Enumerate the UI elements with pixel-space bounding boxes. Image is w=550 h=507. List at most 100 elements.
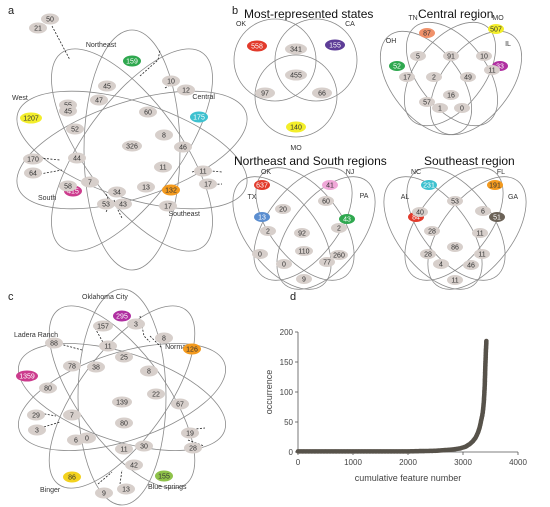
panel-c-unique-0-value: 295 <box>116 314 128 321</box>
panel-a-overlap-22-marker <box>137 181 155 193</box>
panel-a-overlap-1-value: 21 <box>34 26 42 33</box>
panel-b2-overlap-8-marker <box>443 90 459 100</box>
panel-b2-unique-0-value: 52 <box>393 64 401 71</box>
panel-a-overlap-6-value: 12 <box>182 88 190 95</box>
panel-c-overlap-22-marker <box>115 443 133 455</box>
panel-b1-overlap-1-value: 455 <box>290 73 302 80</box>
panel-a-overlap-7-marker <box>139 106 157 118</box>
panel-c-overlap-19-value: 0 <box>85 436 89 443</box>
panel-a-overlap-11-marker <box>174 141 192 153</box>
panel-b4-overlap-3-value: 28 <box>428 229 436 236</box>
panel-a-overlap-24-marker <box>97 198 115 210</box>
y-axis-title: occurrence <box>264 370 274 415</box>
panel-c-overlap-11-marker <box>112 396 132 408</box>
panel-a-overlap-14-marker <box>68 152 86 164</box>
panel-c-overlap-19-marker <box>78 432 96 444</box>
panel-b2-overlap-0-value: 5 <box>416 54 420 61</box>
panel-b3-unique-0-value: 13 <box>258 215 266 222</box>
panel-b2-overlap-0-marker <box>410 51 426 61</box>
panel-c-overlap-25-value: 13 <box>122 487 130 494</box>
panel-c-unique-2-value: 155 <box>158 474 170 481</box>
x-tick-label-2: 2000 <box>399 458 417 467</box>
panel-a-set-label-2: Southeast <box>168 211 200 218</box>
panel-a-overlap-20-marker <box>59 180 77 192</box>
panel-c-overlap-25-marker <box>117 483 135 495</box>
panel-b3-overlap-10-value: 9 <box>302 277 306 284</box>
panel-a-overlap-9-marker <box>66 123 84 135</box>
panel-a-overlap-19-value: 17 <box>204 182 212 189</box>
panel-c-overlap-3-marker <box>45 337 63 349</box>
panel-b2-overlap-2-value: 10 <box>480 54 488 61</box>
panel-c-letter: c <box>8 291 14 303</box>
panel-b3-unique-2-marker <box>322 180 338 190</box>
panel-c-venn: c Oklahoma City Norman Blue springs Binger L… <box>8 288 227 506</box>
panel-b3-overlap-8-marker <box>330 250 348 260</box>
panel-c-overlap-2-marker <box>99 340 117 352</box>
panel-c-overlap-14-marker <box>63 409 81 421</box>
x-tick-label-1: 1000 <box>344 458 362 467</box>
panel-b2-unique-0-marker <box>389 61 405 71</box>
panel-b3-set-label-2: NJ <box>346 169 355 176</box>
panel-b1-unique-1-marker <box>325 39 345 51</box>
panel-b3-overlap-5-value: 110 <box>298 249 309 256</box>
panel-b1-overlap-2-value: 97 <box>261 91 269 98</box>
panel-b2-overlap-1-marker <box>443 51 459 61</box>
panel-b4-overlap-7-value: 4 <box>439 262 443 269</box>
panel-b4-overlap-0-marker <box>412 207 428 217</box>
panel-a-set-label-0: Northeast <box>86 42 116 49</box>
panel-b4-overlap-8-marker <box>463 260 479 270</box>
panel-c-overlap-21-marker <box>184 442 202 454</box>
panel-b4-overlap-5-value: 86 <box>451 245 459 252</box>
panel-a-overlap-16-value: 11 <box>199 169 206 176</box>
panel-b4-overlap-10-value: 11 <box>451 278 458 285</box>
panel-b4-overlap-0-value: 40 <box>416 210 424 217</box>
panel-c-set-label-4: Ladera Ranch <box>14 332 58 339</box>
panel-a-overlap-12-marker <box>122 140 142 152</box>
panel-b1-overlap-1-marker <box>285 69 307 81</box>
panel-b4-set-label-3: GA <box>508 194 518 201</box>
panel-a-unique-1-value: 175 <box>193 115 205 122</box>
panel-b3-overlap-1-value: 60 <box>322 199 330 206</box>
panel-b2-overlap-10-marker <box>454 103 470 113</box>
panel-a-overlap-3-value: 47 <box>95 98 103 105</box>
panel-b2-title: Central region <box>418 7 493 21</box>
panel-b4-overlap-8-value: 46 <box>467 263 475 270</box>
panel-b2-set-label-2: MO <box>492 15 504 22</box>
panel-c-overlap-5-value: 8 <box>162 336 166 343</box>
panel-b3-venn: Northeast and South regions TX OK NJ PA 13 63… <box>232 154 387 290</box>
panel-b1-unique-0-value: 558 <box>251 44 263 51</box>
panel-b4-overlap-1-marker <box>447 196 463 206</box>
panel-c-set-label-1: Norman <box>165 344 190 351</box>
panel-a-unique-0-marker <box>123 55 141 67</box>
panel-a-overlap-23-value: 17 <box>164 204 172 211</box>
panel-b3-set-label-3: PA <box>360 193 369 200</box>
panel-a-letter: a <box>8 5 15 17</box>
x-tick-label-0: 0 <box>296 458 301 467</box>
panel-c-overlap-2-value: 11 <box>104 344 111 351</box>
panel-b3-overlap-10-marker <box>296 274 312 284</box>
panel-a-overlap-15-value: 11 <box>159 165 166 172</box>
panel-c-overlap-11-value: 139 <box>116 400 128 407</box>
panel-b3-overlap-6-marker <box>252 249 268 259</box>
panel-c-overlap-24-value: 9 <box>102 491 106 498</box>
panel-b3-overlap-4-marker <box>331 223 347 233</box>
panel-c-unique-0-marker <box>113 310 131 322</box>
panel-b3-overlap-0-value: 20 <box>279 207 287 214</box>
panel-a-overlap-2-value: 45 <box>103 84 111 91</box>
panel-b2-overlap-9-value: 1 <box>438 106 442 113</box>
panel-c-overlap-22-value: 11 <box>120 447 127 454</box>
panel-b4-set-label-2: FL <box>497 169 505 176</box>
panel-b4-unique-1-value: 231 <box>423 183 435 190</box>
panel-a-unique-3-value: 415 <box>67 189 79 196</box>
panel-c-overlap-15-value: 80 <box>120 421 128 428</box>
panel-a-overlap-24-value: 53 <box>102 202 110 209</box>
x-tick-label-4: 4000 <box>509 458 527 467</box>
panel-b2-overlap-7-value: 57 <box>423 100 431 107</box>
panel-b4-overlap-2-value: 6 <box>481 209 485 216</box>
panel-b2-unique-1-value: 87 <box>423 31 431 38</box>
panel-b4-overlap-10-marker <box>447 275 463 285</box>
panel-d-letter: d <box>290 291 296 303</box>
panel-c-overlap-1-marker <box>127 318 145 330</box>
panel-b3-set-label-0: TX <box>248 194 257 201</box>
panel-b2-set-label-1: TN <box>408 15 417 22</box>
